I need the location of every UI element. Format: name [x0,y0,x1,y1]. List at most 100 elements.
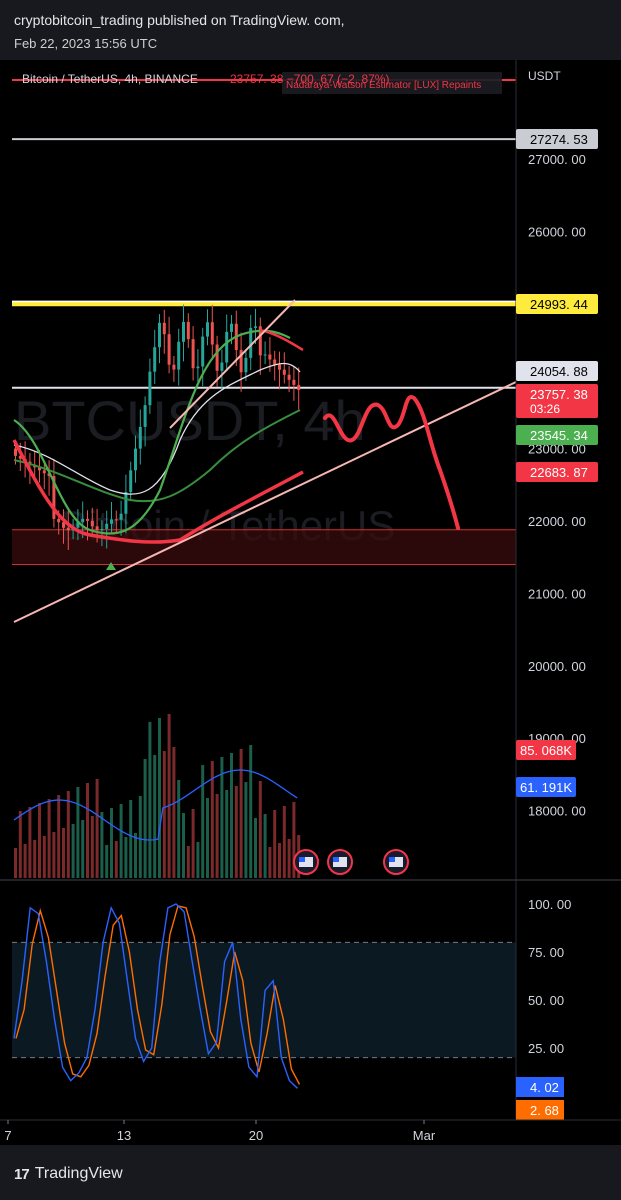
volume-bar [95,779,99,878]
volume-bar [153,755,157,878]
stoch-d-value: 2. 68 [530,1103,559,1118]
stoch-axis-tick: 25. 00 [528,1041,564,1056]
volume-bar [158,718,161,878]
candle-body [191,339,195,369]
tradingview-logo[interactable]: 17 TradingView [14,1165,123,1183]
volume-bar [18,811,22,878]
us-flag-icon [389,857,403,867]
volume-label-badge [516,740,576,760]
candle-body [268,354,272,360]
volume-bar [201,765,205,878]
candle-body [196,366,200,369]
candle-body [297,384,301,390]
candle-body [210,322,214,345]
time-axis-tick: 7 [4,1128,11,1143]
time-axis-tick: 20 [249,1128,263,1143]
volume-bar [33,840,37,878]
candle-body [62,522,65,528]
volume-bar [47,799,51,878]
volume-bar [239,749,243,878]
volume-bar [66,791,70,878]
volume-bar [14,848,17,878]
volume-label-badge [516,777,576,797]
candle-body [153,347,157,372]
price-label: 27274. 53 [530,132,588,147]
volume-bar [254,818,257,878]
volume-bar [134,833,137,878]
volume-bar [138,796,142,878]
candle-body [201,336,205,367]
volume-bar [114,841,118,878]
price-label-badge [516,384,598,418]
candle-body [52,476,56,519]
candle-body [292,379,296,385]
publish-date: Feb 22, 2023 15:56 UTC [14,36,158,51]
candle-body [230,323,233,332]
candle-body [38,467,41,471]
volume-label: 85. 068K [520,743,572,758]
candle-body [182,321,185,342]
volume-bar [206,798,209,878]
candle-body [258,326,262,356]
price-label-badge [516,425,598,445]
candle-body [254,326,257,328]
price-label-badge [516,462,598,482]
publish-header: cryptobitcoin_trading published on Tradi… [0,0,621,60]
volume-bar [186,846,190,878]
price-axis-tick: 23000. 00 [528,442,586,457]
volume-bar [28,807,32,878]
candle-body [90,520,94,527]
time-axis[interactable]: 7 13 20 Mar [4,1120,436,1143]
candle-body [66,527,70,531]
volume-bar [90,816,94,878]
candle-body [215,344,219,371]
volume-bar [268,847,272,878]
volume-bar [167,714,171,878]
forecast-drawing [323,395,460,530]
price-axis-tick: 20000. 00 [528,659,586,674]
candle-body [124,492,128,514]
tradingview-brand: TradingView [34,1165,123,1182]
price-chart[interactable]: BTCUSDT, 4h Bitcoin / TetherUS Bitcoin /… [0,60,621,1145]
volume-bar [100,812,104,878]
volume-bar [62,828,65,878]
volume-bar [148,722,152,878]
indicator-legend-box [282,72,502,94]
volume-bar [162,751,166,878]
candle-body [206,322,209,337]
candle-body [14,448,17,456]
channel-trendline [169,299,296,429]
volume-bar [124,837,128,878]
us-flag-icon [299,857,305,862]
chart-area[interactable]: BTCUSDT, 4h Bitcoin / TetherUS Bitcoin /… [0,60,621,1145]
volume-bar [191,809,195,878]
volume-bar [172,747,176,878]
candle-body [86,518,89,521]
price-axis-tick: 18000. 00 [528,804,586,819]
volume-bar [57,795,61,878]
volume-bar [143,759,147,878]
volume-label: 61. 191K [520,780,572,795]
volume-bar [249,745,253,878]
symbol-legend: Bitcoin / TetherUS, 4h, BINANCE [22,72,198,86]
candle-body [220,362,224,371]
volume-bar [234,786,238,878]
candle-body [167,334,171,365]
time-axis-tick: Mar [413,1128,436,1143]
stoch-d-line [15,905,301,1085]
candle-body [177,341,181,370]
volume-bar [215,794,219,878]
candle-body [278,364,281,370]
volume-bar [110,808,113,878]
stoch-axis-tick: 100. 00 [528,897,571,912]
candle-body [119,513,123,520]
candle-body [105,523,109,529]
candle-body [57,518,61,523]
volume-bar [42,836,46,878]
candle-body [129,470,133,493]
volume-bar [38,803,41,878]
tradingview-footer: 17 TradingView [0,1145,621,1200]
price-axis-tick: 22000. 00 [528,514,586,529]
volume-bar [282,806,286,878]
candle-body [134,448,137,471]
